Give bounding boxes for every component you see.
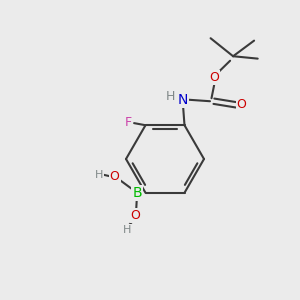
Text: B: B [132, 186, 142, 200]
Text: O: O [110, 170, 119, 183]
Text: O: O [131, 209, 140, 222]
Text: H: H [166, 90, 175, 103]
Text: H: H [122, 225, 131, 235]
Text: O: O [210, 71, 219, 84]
Text: H: H [95, 170, 103, 180]
Text: F: F [124, 116, 132, 129]
Text: O: O [237, 98, 246, 111]
Text: N: N [178, 93, 188, 107]
